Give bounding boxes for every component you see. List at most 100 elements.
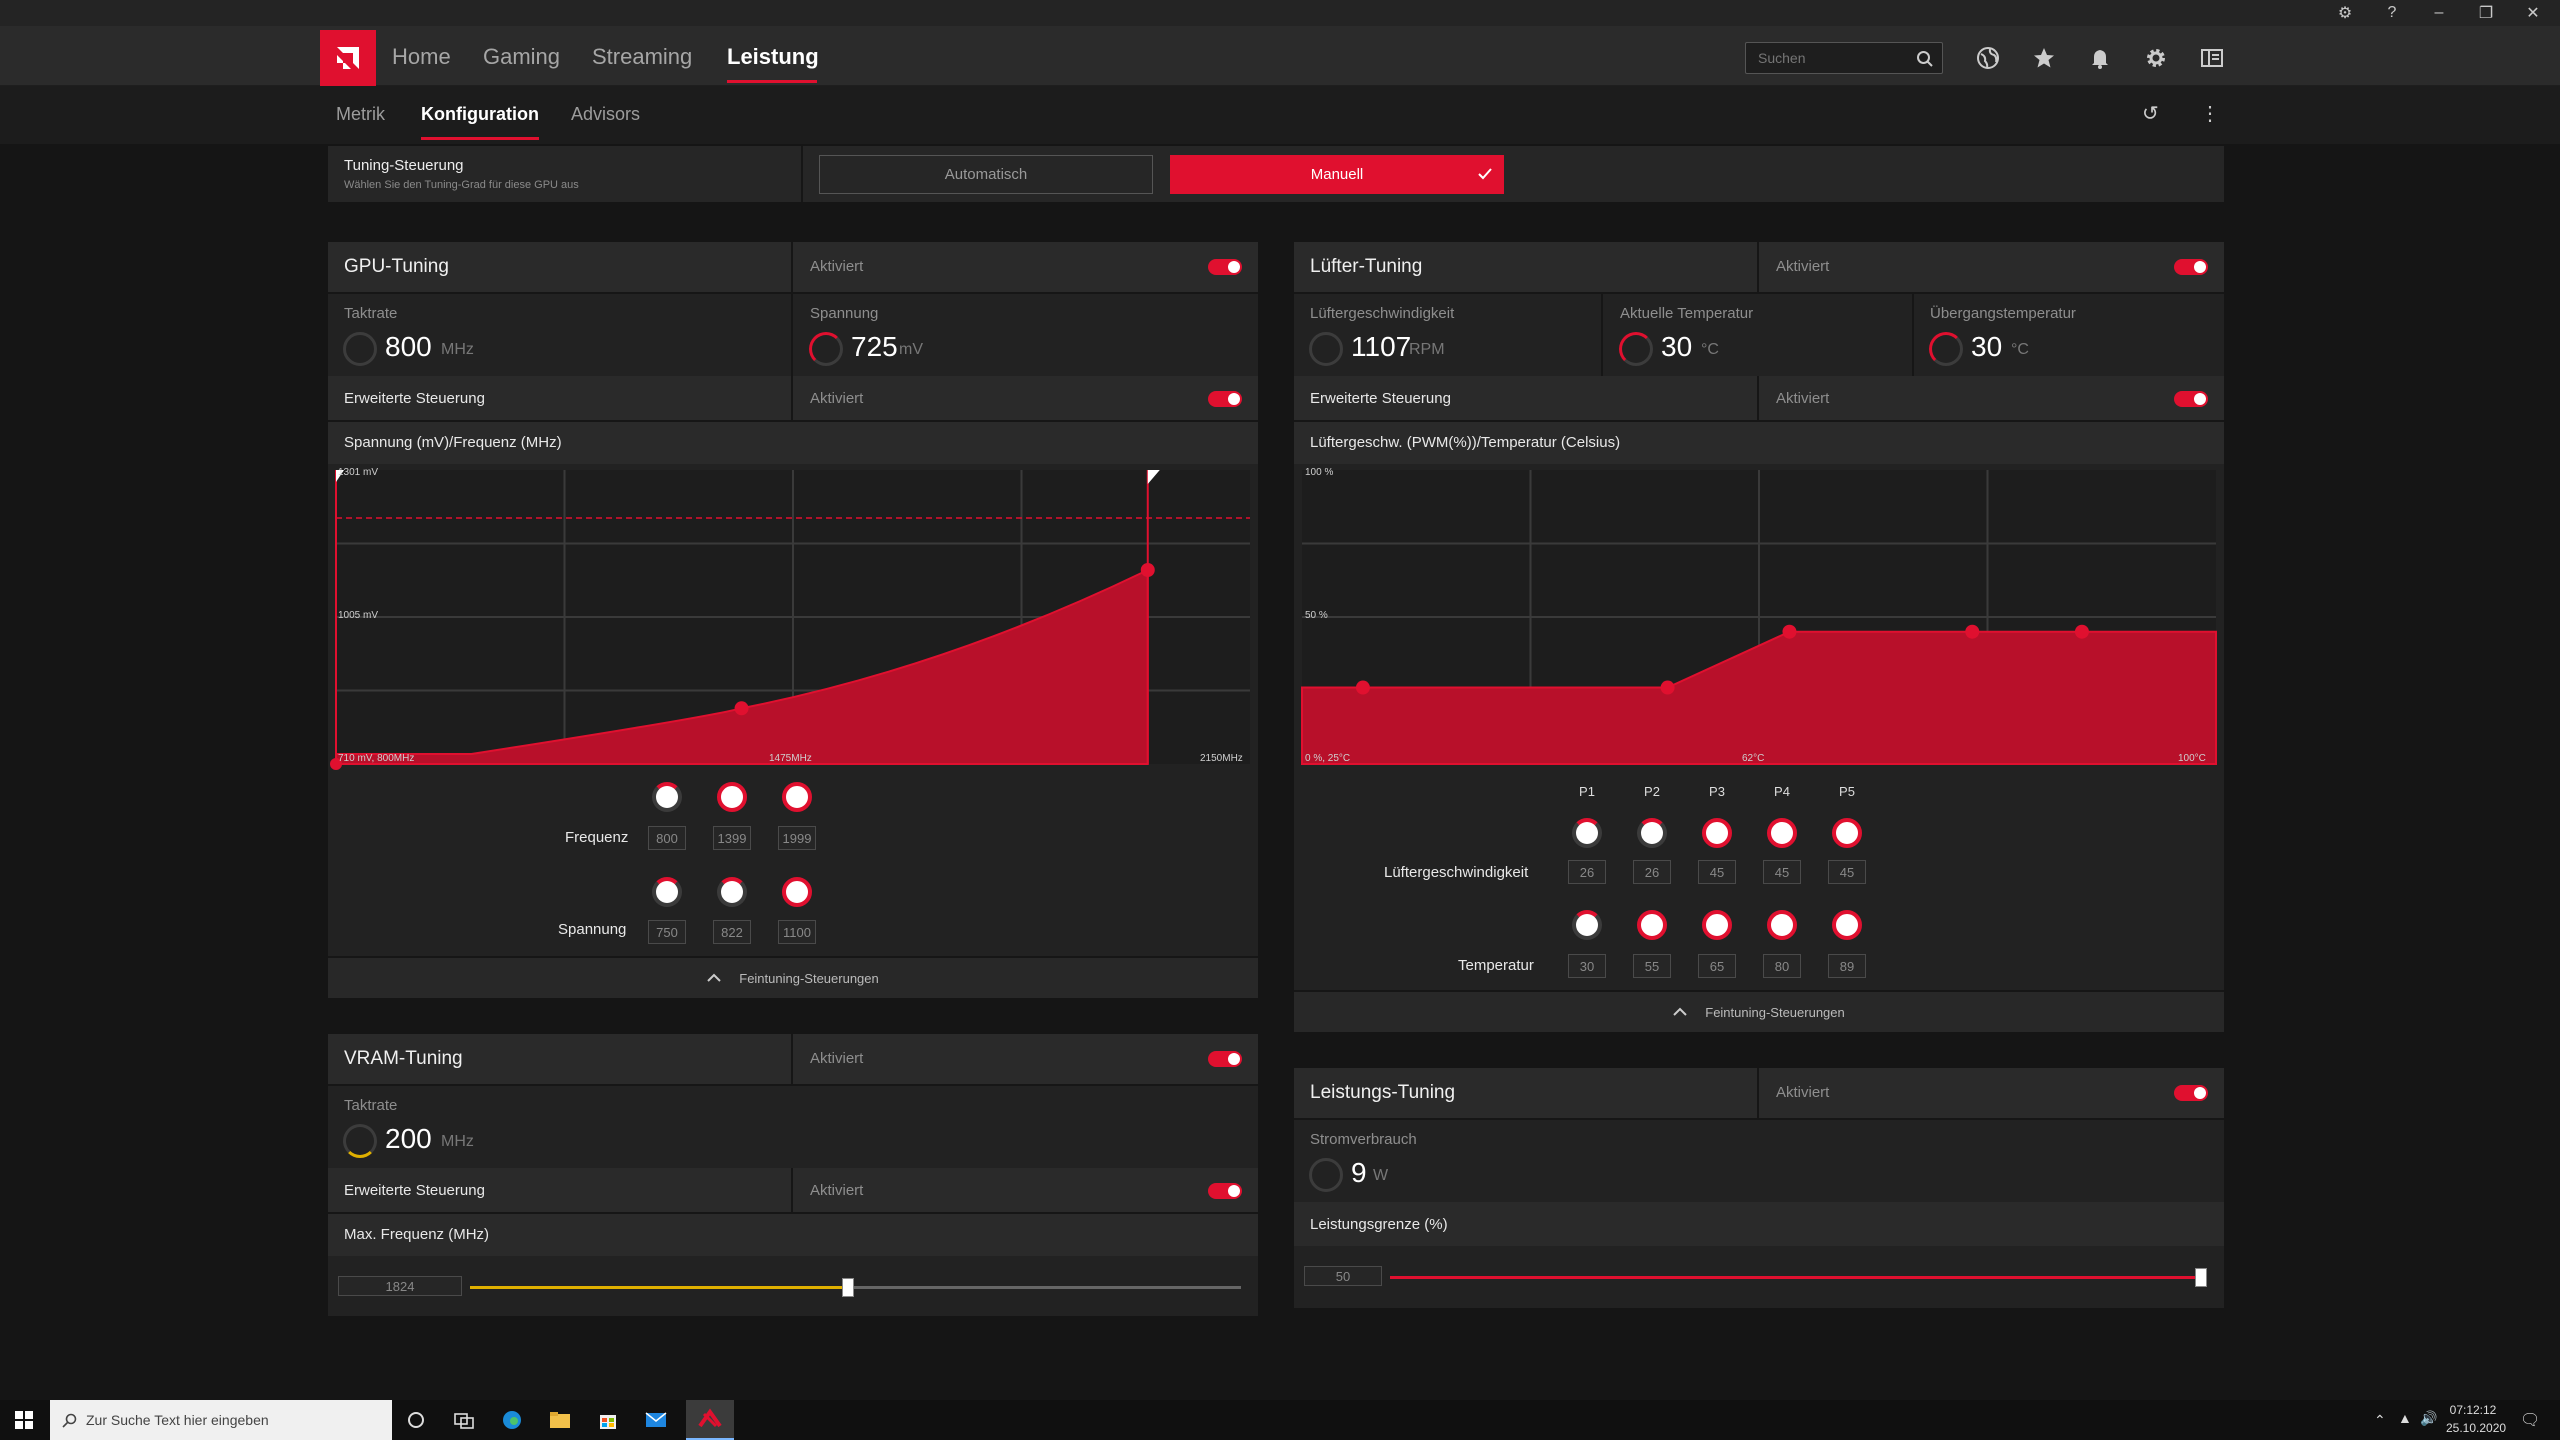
vram-max-slider[interactable] [470, 1278, 1241, 1297]
globe-icon[interactable] [1974, 44, 2002, 72]
chart-data-point[interactable] [734, 701, 749, 716]
mail-icon[interactable] [632, 1400, 680, 1440]
temp-knob-p2[interactable] [1637, 910, 1667, 940]
gear-icon[interactable] [2142, 44, 2170, 72]
nav-gaming[interactable]: Gaming [483, 44, 561, 69]
file-explorer-icon[interactable] [536, 1400, 584, 1440]
fan-speed-value-p1[interactable]: 26 [1568, 860, 1606, 884]
volt-knob-2[interactable] [717, 877, 747, 907]
fan-speed-knob-p3[interactable] [1702, 818, 1732, 848]
reset-icon[interactable]: ↺ [2142, 103, 2159, 125]
taskbar-search[interactable]: Zur Suche Text hier eingeben [50, 1400, 392, 1440]
cortana-icon[interactable] [392, 1400, 440, 1440]
tab-metrik[interactable]: Metrik [336, 104, 385, 124]
temp-value-p4[interactable]: 80 [1763, 954, 1801, 978]
minimize-button[interactable]: – [2434, 4, 2444, 21]
temp-knob-p3[interactable] [1702, 910, 1732, 940]
volume-icon[interactable]: 🔊 [2420, 1410, 2438, 1426]
volt-value-3[interactable]: 1100 [778, 920, 816, 944]
volt-value-1[interactable]: 750 [648, 920, 686, 944]
automatic-button[interactable]: Automatisch [819, 155, 1153, 194]
nav-leistung[interactable]: Leistung [727, 44, 819, 69]
freq-knob-3[interactable] [782, 782, 812, 812]
network-icon[interactable]: ▲ [2398, 1410, 2412, 1426]
fan-speed-knob-p2[interactable] [1637, 818, 1667, 848]
temp-value-p3[interactable]: 65 [1698, 954, 1736, 978]
chart-data-point[interactable] [2074, 624, 2089, 639]
bug-report-icon[interactable]: ⚙ [2337, 5, 2353, 22]
fan-speed-value-p5[interactable]: 45 [1828, 860, 1866, 884]
vram-max-input[interactable]: 1824 [338, 1276, 462, 1296]
bell-icon[interactable] [2086, 44, 2114, 72]
chart-data-point[interactable] [1355, 680, 1370, 695]
clock-time[interactable]: 07:12:12 [2449, 1403, 2497, 1417]
temp-knob-p4[interactable] [1767, 910, 1797, 940]
volt-value-2[interactable]: 822 [713, 920, 751, 944]
fan-speed-value-p4[interactable]: 45 [1763, 860, 1801, 884]
power-limit-slider[interactable] [1390, 1268, 2207, 1287]
fan-speed-value-p3[interactable]: 45 [1698, 860, 1736, 884]
chart-data-point[interactable] [1660, 680, 1675, 695]
tab-konfiguration[interactable]: Konfiguration [421, 104, 539, 124]
radeon-software-taskbar-icon[interactable] [686, 1400, 734, 1440]
nav-home[interactable]: Home [392, 44, 451, 69]
help-icon[interactable]: ? [2387, 4, 2397, 21]
fan-finetuning-toggle[interactable]: Feintuning-Steuerungen [1294, 992, 2224, 1032]
volt-knob-3[interactable] [782, 877, 812, 907]
freq-knob-2[interactable] [717, 782, 747, 812]
temp-knob-p5[interactable] [1832, 910, 1862, 940]
clock-date[interactable]: 25.10.2020 [2446, 1421, 2507, 1435]
nav-streaming[interactable]: Streaming [592, 44, 693, 69]
gpu-finetuning-toggle[interactable]: Feintuning-Steuerungen [328, 958, 1258, 998]
vram-advanced-toggle[interactable] [1208, 1183, 1242, 1199]
maximize-button[interactable]: ❐ [2478, 5, 2494, 22]
close-button[interactable]: ✕ [2526, 5, 2540, 22]
freq-knob-1[interactable] [652, 782, 682, 812]
windows-start-icon[interactable] [0, 1400, 48, 1440]
chart-data-point[interactable] [1965, 624, 1980, 639]
power-tuning-toggle[interactable] [2174, 1085, 2208, 1101]
fan-curve-chart[interactable] [1294, 464, 2224, 770]
temp-value-p5[interactable]: 89 [1828, 954, 1866, 978]
gpu-vf-chart[interactable] [328, 464, 1258, 770]
layout-icon[interactable] [2198, 44, 2226, 72]
freq-value-1[interactable]: 800 [648, 826, 686, 850]
fan-advanced-toggle[interactable] [2174, 391, 2208, 407]
power-limit-input[interactable]: 50 [1304, 1266, 1382, 1286]
fan-speed-knob-p4[interactable] [1767, 818, 1797, 848]
power-slider-fill [1390, 1276, 2207, 1279]
notification-center-icon[interactable]: 🗨 [2520, 1412, 2541, 1429]
freq-value-3[interactable]: 1999 [778, 826, 816, 850]
temp-knob-p1[interactable] [1572, 910, 1602, 940]
search-icon[interactable] [1916, 50, 1934, 68]
chart-data-point[interactable] [1140, 562, 1155, 577]
star-icon[interactable] [2030, 44, 2058, 72]
manual-button[interactable]: Manuell [1170, 155, 1504, 194]
fan-speed-knob-p5[interactable] [1832, 818, 1862, 848]
edge-icon[interactable] [488, 1400, 536, 1440]
search-box[interactable] [1745, 42, 1943, 74]
gpu-advanced-toggle[interactable] [1208, 391, 1242, 407]
vram-slider-thumb[interactable] [841, 1278, 854, 1297]
junction-temp-value: 30 [1971, 331, 2003, 362]
volt-knob-1[interactable] [652, 877, 682, 907]
task-view-icon[interactable] [440, 1400, 488, 1440]
temp-value-p1[interactable]: 30 [1568, 954, 1606, 978]
more-options-icon[interactable]: ⋮ [2200, 103, 2220, 125]
fan-speed-value-p2[interactable]: 26 [1633, 860, 1671, 884]
temp-value-p2[interactable]: 55 [1633, 954, 1671, 978]
tab-advisors[interactable]: Advisors [571, 104, 641, 124]
amd-logo[interactable] [320, 30, 376, 86]
fan-tuning-toggle[interactable] [2174, 259, 2208, 275]
fan-x-tick-end: 100°C [2178, 753, 2206, 764]
freq-value-2[interactable]: 1399 [713, 826, 751, 850]
chart-data-point[interactable] [1782, 624, 1797, 639]
checkmark-icon [1478, 168, 1492, 180]
gpu-tuning-toggle[interactable] [1208, 259, 1242, 275]
search-input[interactable] [1746, 43, 1896, 73]
fan-speed-knob-p1[interactable] [1572, 818, 1602, 848]
store-icon[interactable] [584, 1400, 632, 1440]
power-slider-thumb[interactable] [2195, 1268, 2207, 1287]
vram-tuning-toggle[interactable] [1208, 1051, 1242, 1067]
show-hidden-icons[interactable]: ⌃ [2374, 1412, 2386, 1428]
